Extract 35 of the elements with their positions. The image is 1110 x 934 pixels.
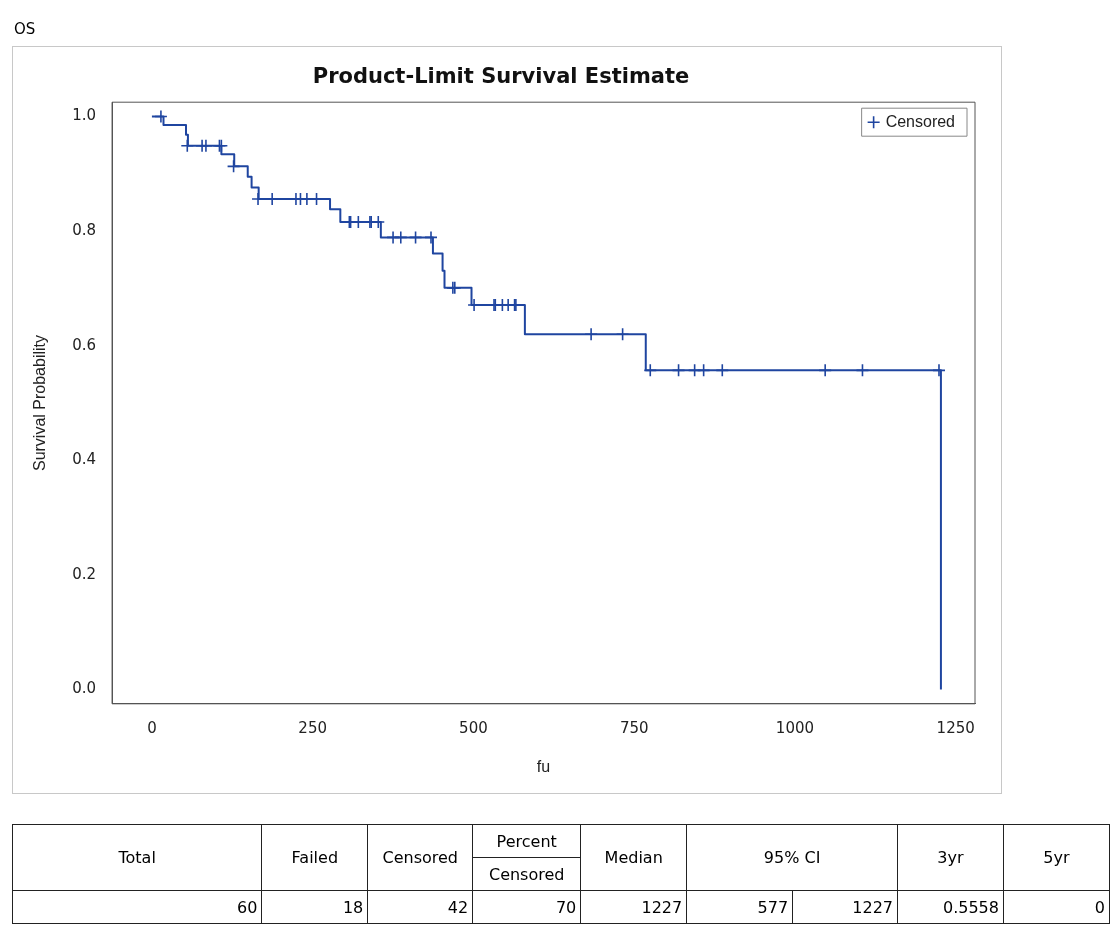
text: 60 <box>12 890 262 924</box>
y-tick-label: 0.0 <box>72 679 97 698</box>
y-tick-label: 0.6 <box>72 335 97 354</box>
x-tick-label: 250 <box>298 718 327 737</box>
y-tick-label: 0.8 <box>72 221 97 239</box>
x-axis-title: fu <box>536 757 551 775</box>
x-tick-label: 1000 <box>775 718 815 737</box>
text: 1227 <box>792 890 898 924</box>
text: 95% CI <box>686 824 898 891</box>
x-tick-label: 500 <box>459 718 488 737</box>
x-tick-label: 0 <box>147 718 157 737</box>
legend-label: Censored <box>885 112 955 130</box>
x-tick-label: 1250 <box>936 718 975 737</box>
text: Percent <box>472 824 581 858</box>
text: 0.5558 <box>897 890 1004 924</box>
y-tick-label: 0.4 <box>72 450 97 469</box>
text: 70 <box>472 890 581 924</box>
text: 18 <box>261 890 368 924</box>
text: Censored <box>472 857 581 891</box>
text: 42 <box>367 890 473 924</box>
text: Total <box>12 824 262 891</box>
y-axis-title: Survival Probability <box>31 334 49 472</box>
text: Failed <box>261 824 368 891</box>
text: 1227 <box>580 890 687 924</box>
y-tick-label: 1.0 <box>72 106 97 125</box>
text: 3yr <box>897 824 1004 891</box>
text: OS <box>14 20 36 38</box>
text: 577 <box>686 890 793 924</box>
x-tick-label: 750 <box>619 718 649 737</box>
text: 0 <box>1003 890 1110 924</box>
chart-title: Product-Limit Survival Estimate <box>312 64 690 89</box>
y-tick-label: 0.2 <box>72 564 97 583</box>
text: Censored <box>367 824 473 891</box>
text: 5yr <box>1003 824 1110 891</box>
text: Median <box>580 824 687 891</box>
